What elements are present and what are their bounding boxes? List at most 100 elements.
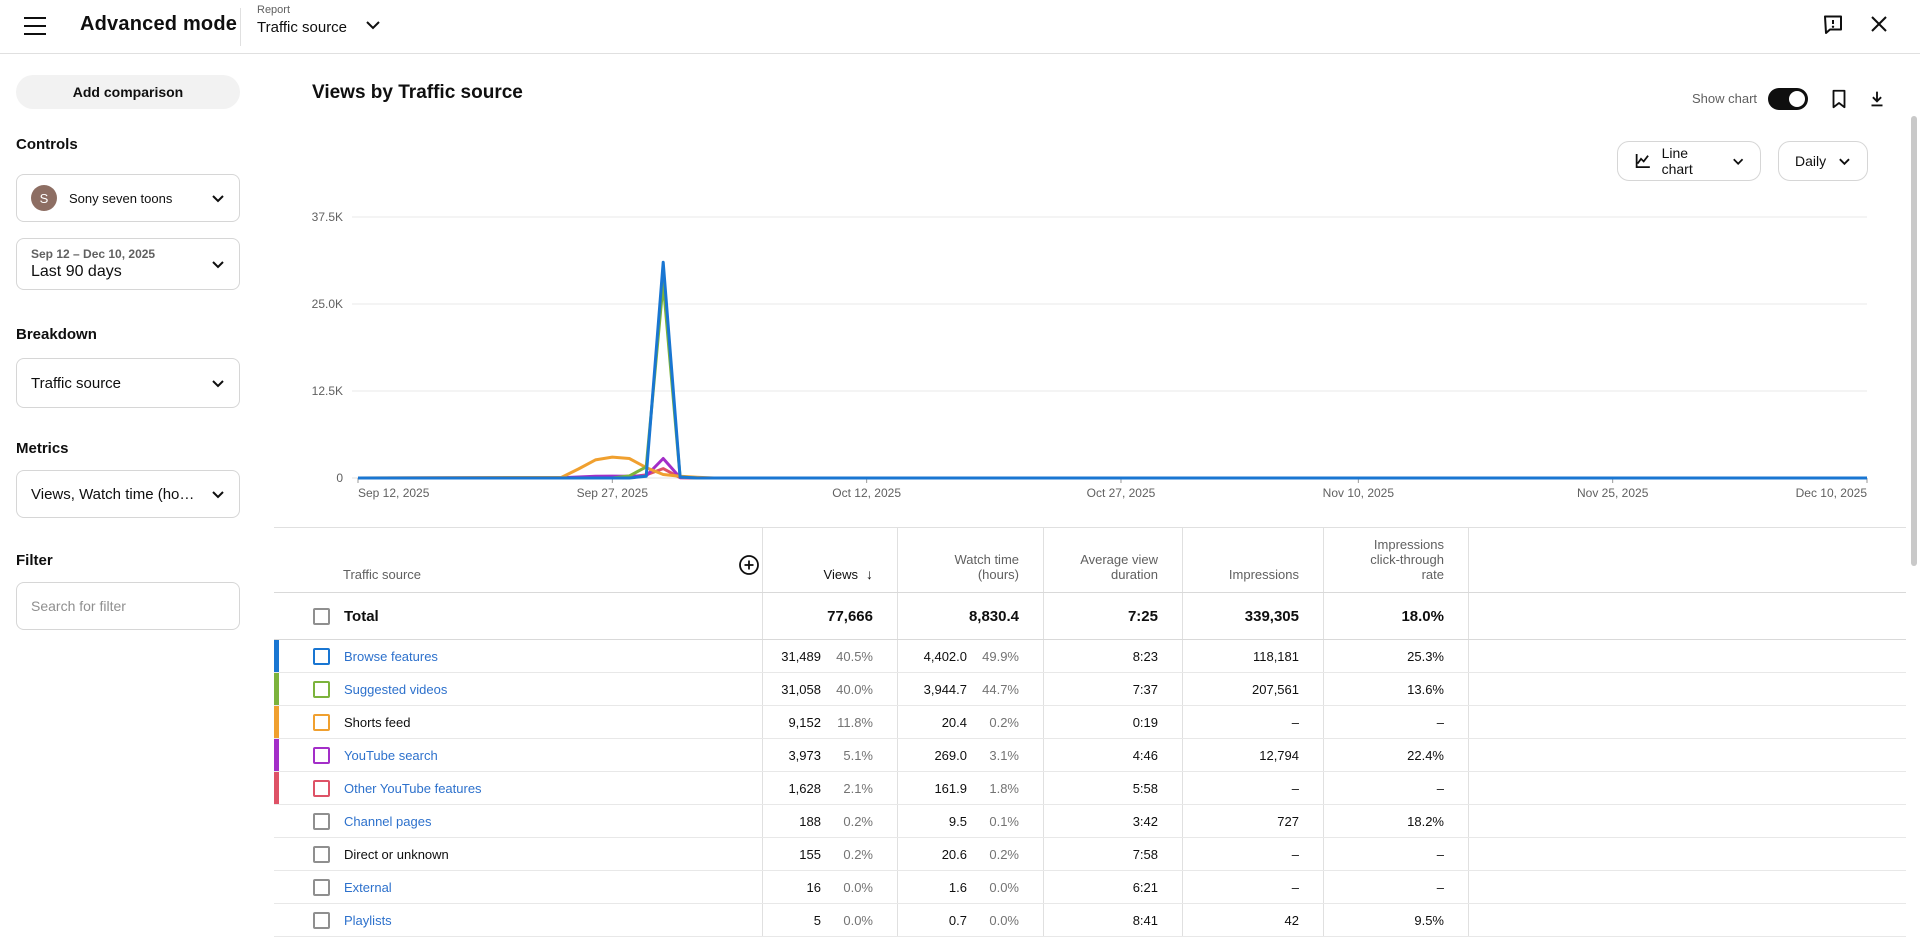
traffic-source-link[interactable]: Suggested videos bbox=[344, 681, 448, 697]
scrollbar-thumb[interactable] bbox=[1911, 116, 1917, 566]
row-filler bbox=[1469, 805, 1906, 837]
breakdown-dropdown[interactable]: Traffic source bbox=[16, 358, 240, 408]
row-checkbox[interactable] bbox=[313, 647, 330, 665]
views-value: 155 bbox=[799, 846, 821, 862]
metrics-section-label: Metrics bbox=[16, 440, 69, 457]
table-row: YouTube search 3,973 5.1% 269.0 3.1% 4:46 … bbox=[274, 739, 1906, 772]
views-percent: 2.1% bbox=[843, 780, 873, 796]
table-body: Browse features 31,489 40.5% 4,402.0 49.9%… bbox=[274, 640, 1906, 937]
total-label: Total bbox=[344, 607, 379, 625]
series-color-bar bbox=[274, 772, 279, 804]
traffic-source-link[interactable]: External bbox=[344, 879, 392, 895]
vertical-scrollbar bbox=[1910, 54, 1918, 936]
row-checkbox[interactable] bbox=[313, 713, 330, 731]
y-axis-tick-label: 25.0K bbox=[311, 297, 343, 311]
download-button[interactable] bbox=[1864, 86, 1890, 112]
traffic-source-link[interactable]: Channel pages bbox=[344, 813, 432, 829]
chevron-down-icon bbox=[211, 194, 225, 203]
add-metric-button[interactable] bbox=[738, 554, 760, 576]
views-value: 188 bbox=[799, 813, 821, 829]
row-filler bbox=[1469, 673, 1906, 705]
series-line-suggested-videos bbox=[358, 281, 1867, 480]
watch-time-value: 0.7 bbox=[948, 912, 967, 928]
save-report-button[interactable] bbox=[1826, 86, 1852, 112]
series-line-shorts-feed bbox=[357, 455, 1867, 480]
controls-section-label: Controls bbox=[16, 136, 78, 153]
total-avg-view-duration: 7:25 bbox=[1044, 593, 1183, 639]
breakdown-value: Traffic source bbox=[31, 374, 122, 392]
chevron-down-icon bbox=[211, 490, 225, 499]
traffic-source-link[interactable]: Browse features bbox=[344, 648, 438, 664]
views-value: 1,628 bbox=[788, 780, 821, 796]
watch-time-value: 20.4 bbox=[941, 714, 967, 730]
filter-section-label: Filter bbox=[16, 552, 53, 569]
menu-icon[interactable] bbox=[22, 17, 48, 37]
total-views: 77,666 bbox=[763, 593, 898, 639]
x-axis-tick-label: Dec 10, 2025 bbox=[1795, 486, 1867, 500]
row-filler bbox=[1469, 739, 1906, 771]
row-checkbox[interactable] bbox=[313, 680, 330, 698]
avg-view-duration-value: 4:46 bbox=[1044, 739, 1183, 771]
impressions-value: – bbox=[1183, 838, 1324, 870]
close-button[interactable] bbox=[1866, 11, 1892, 37]
table-row: Shorts feed 9,152 11.8% 20.4 0.2% 0:19 – – bbox=[274, 706, 1906, 739]
impressions-value: – bbox=[1183, 706, 1324, 738]
feedback-button[interactable] bbox=[1820, 11, 1846, 37]
date-range-dropdown[interactable]: Sep 12 – Dec 10, 2025 Last 90 days bbox=[16, 238, 240, 290]
chart-plot bbox=[352, 216, 1868, 483]
close-icon bbox=[1871, 16, 1887, 32]
series-line-youtube-search bbox=[357, 457, 1867, 480]
metrics-dropdown[interactable]: Views, Watch time (ho… bbox=[16, 470, 240, 518]
row-checkbox[interactable] bbox=[313, 911, 330, 929]
total-impressions: 339,305 bbox=[1183, 593, 1324, 639]
impressions-value: 42 bbox=[1183, 904, 1324, 936]
row-filler bbox=[1469, 904, 1906, 936]
row-checkbox[interactable] bbox=[313, 845, 330, 863]
row-checkbox[interactable] bbox=[313, 779, 330, 797]
total-checkbox[interactable] bbox=[313, 607, 330, 625]
traffic-source-link[interactable]: Other YouTube features bbox=[344, 780, 482, 796]
toggle-knob bbox=[1789, 91, 1805, 107]
ctr-value: 13.6% bbox=[1324, 673, 1469, 705]
report-dropdown[interactable]: Report Traffic source bbox=[257, 4, 347, 50]
page-title: Advanced mode bbox=[80, 13, 238, 35]
row-checkbox[interactable] bbox=[313, 878, 330, 896]
traffic-source-link[interactable]: YouTube search bbox=[344, 747, 438, 763]
watch-time-percent: 0.0% bbox=[989, 912, 1019, 928]
row-filler bbox=[1469, 772, 1906, 804]
column-header-views[interactable]: Views ↓ bbox=[763, 528, 898, 592]
column-header-traffic-source[interactable]: Traffic source bbox=[274, 528, 763, 592]
chevron-down-icon bbox=[211, 260, 225, 269]
row-checkbox[interactable] bbox=[313, 746, 330, 764]
table-row: Suggested videos 31,058 40.0% 3,944.7 44.7… bbox=[274, 673, 1906, 706]
add-comparison-button[interactable]: Add comparison bbox=[16, 75, 240, 109]
channel-dropdown[interactable]: S Sony seven toons bbox=[16, 174, 240, 222]
row-filler bbox=[1469, 838, 1906, 870]
avg-view-duration-value: 3:42 bbox=[1044, 805, 1183, 837]
column-header-avg-view-duration[interactable]: Average view duration bbox=[1044, 528, 1183, 592]
filter-search-input[interactable] bbox=[16, 582, 240, 630]
watch-time-percent: 0.2% bbox=[989, 714, 1019, 730]
total-filler bbox=[1469, 593, 1906, 639]
y-axis-tick-label: 37.5K bbox=[311, 210, 343, 224]
bookmark-icon bbox=[1832, 89, 1846, 109]
column-header-impressions[interactable]: Impressions bbox=[1183, 528, 1324, 592]
chart-type-dropdown[interactable]: Line chart bbox=[1617, 141, 1761, 181]
traffic-source-table: Traffic source Views ↓ Watch time (hours)… bbox=[274, 527, 1906, 937]
views-percent: 0.0% bbox=[843, 879, 873, 895]
views-percent: 5.1% bbox=[843, 747, 873, 763]
traffic-source-link[interactable]: Playlists bbox=[344, 912, 392, 928]
series-color-bar bbox=[274, 673, 279, 705]
chevron-down-icon bbox=[211, 379, 225, 388]
watch-time-value: 269.0 bbox=[934, 747, 967, 763]
x-axis-tick-label: Nov 25, 2025 bbox=[1576, 486, 1649, 500]
column-header-watch-time[interactable]: Watch time (hours) bbox=[898, 528, 1044, 592]
show-chart-toggle[interactable] bbox=[1768, 88, 1808, 110]
traffic-source-link: Shorts feed bbox=[344, 714, 411, 730]
show-chart-label: Show chart bbox=[1692, 91, 1758, 106]
row-checkbox[interactable] bbox=[313, 812, 330, 830]
column-header-ctr[interactable]: Impressions click-through rate bbox=[1324, 528, 1469, 592]
views-percent: 11.8% bbox=[837, 714, 873, 730]
views-value: 16 bbox=[806, 879, 821, 895]
granularity-dropdown[interactable]: Daily bbox=[1778, 141, 1868, 181]
